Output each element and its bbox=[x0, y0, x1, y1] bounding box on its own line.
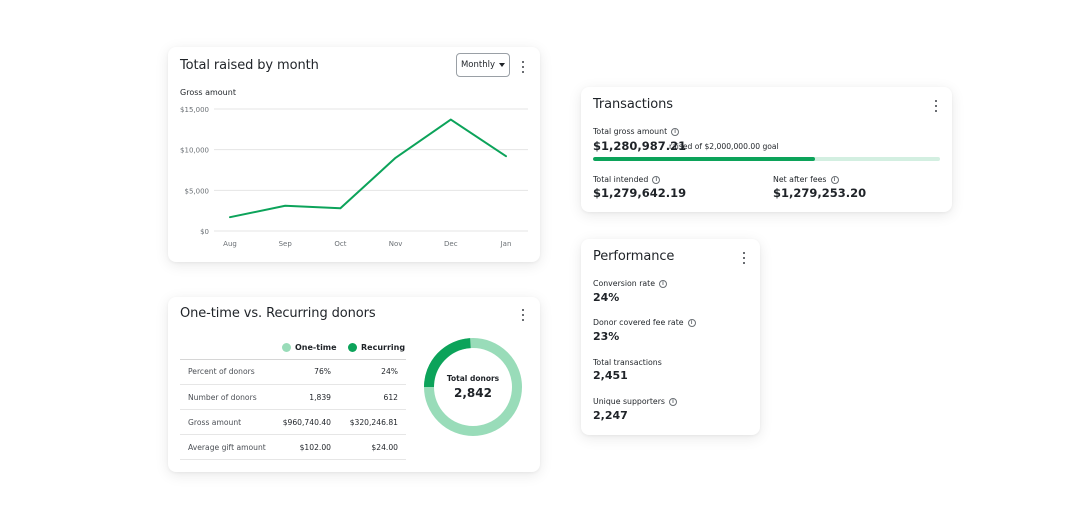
recurring-value: $320,246.81 bbox=[349, 418, 398, 427]
x-tick-label: Jan bbox=[500, 240, 512, 248]
intended-label-text: Total intended bbox=[593, 175, 649, 184]
legend-recurring: Recurring bbox=[348, 343, 405, 352]
metric-label: Donor covered fee rate i bbox=[593, 318, 696, 327]
row-label: Average gift amount bbox=[188, 443, 266, 452]
row-label: Percent of donors bbox=[188, 367, 255, 376]
goal-progress-bar bbox=[593, 157, 940, 161]
info-icon[interactable]: i bbox=[687, 318, 696, 327]
goal-progress-fill bbox=[593, 157, 816, 161]
donut-chart bbox=[424, 338, 522, 436]
net-label-text: Net after fees bbox=[773, 175, 827, 184]
legend-label: One-time bbox=[295, 343, 337, 352]
metric-value: 2,247 bbox=[593, 409, 628, 422]
intended-label: Total intended i bbox=[593, 175, 661, 184]
metric-label: Unique supporters i bbox=[593, 397, 677, 406]
info-icon[interactable]: i bbox=[659, 279, 668, 288]
gross-value: $1,280,987.21 bbox=[593, 139, 687, 153]
metric-value: 24% bbox=[593, 291, 620, 304]
net-value: $1,279,253.20 bbox=[773, 186, 867, 200]
table-divider bbox=[180, 359, 406, 360]
series-line bbox=[229, 118, 507, 219]
transactions-card: Transactions Total gross amount i $1,280… bbox=[581, 87, 952, 212]
more-options-icon[interactable] bbox=[518, 60, 528, 74]
one-time-value: $960,740.40 bbox=[282, 418, 331, 427]
metric-label-text: Conversion rate bbox=[593, 279, 656, 288]
recurring-value: $24.00 bbox=[371, 443, 398, 452]
legend-label: Recurring bbox=[361, 343, 406, 352]
legend-one-time: One-time bbox=[282, 343, 337, 352]
table-row: Percent of donors 76% 24% bbox=[180, 359, 406, 384]
more-options-icon[interactable] bbox=[931, 99, 941, 113]
table-row: Average gift amount $102.00 $24.00 bbox=[180, 434, 406, 460]
more-options-icon[interactable] bbox=[739, 251, 749, 265]
period-dropdown[interactable]: Monthly bbox=[456, 53, 510, 77]
intended-value: $1,279,642.19 bbox=[593, 186, 687, 200]
line-chart: $0 $5,000 $10,000 $15,000 Aug Sep Oct Nov Dec Jan bbox=[180, 106, 528, 248]
x-tick-label: Sep bbox=[279, 240, 293, 248]
recurring-value: 24% bbox=[381, 367, 398, 376]
net-label: Net after fees i bbox=[773, 175, 839, 184]
table-row: Number of donors 1,839 612 bbox=[180, 384, 406, 410]
donut-slice-recurring bbox=[424, 338, 522, 436]
metric-label-text: Unique supporters bbox=[593, 397, 665, 406]
y-tick-label: $0 bbox=[200, 228, 209, 236]
caret-down-icon bbox=[499, 63, 506, 67]
donut-value: 2,842 bbox=[454, 386, 492, 400]
card-title: Performance bbox=[593, 249, 675, 264]
donors-card: One-time vs. Recurring donors One-time R… bbox=[168, 297, 540, 472]
y-tick-label: $10,000 bbox=[180, 147, 209, 155]
x-tick-label: Aug bbox=[223, 240, 237, 248]
recurring-value: 612 bbox=[383, 393, 399, 402]
info-icon[interactable]: i bbox=[671, 127, 680, 136]
row-label: Number of donors bbox=[188, 393, 257, 402]
one-time-value: $102.00 bbox=[299, 443, 331, 452]
goal-text: raised of $2,000,000.00 goal bbox=[669, 142, 779, 151]
info-icon[interactable]: i bbox=[668, 397, 677, 406]
card-title: One-time vs. Recurring donors bbox=[180, 306, 376, 321]
metric-label-text: Donor covered fee rate bbox=[593, 318, 684, 327]
y-tick-label: $5,000 bbox=[185, 187, 210, 195]
one-time-dot-icon bbox=[282, 343, 291, 352]
x-tick-label: Oct bbox=[334, 240, 346, 248]
recurring-dot-icon bbox=[348, 343, 357, 352]
info-icon[interactable]: i bbox=[652, 175, 661, 184]
card-title: Transactions bbox=[593, 97, 673, 112]
metric-label: Total transactions bbox=[593, 358, 662, 367]
row-label: Gross amount bbox=[188, 418, 242, 427]
table-divider bbox=[180, 459, 406, 460]
one-time-value: 1,839 bbox=[309, 393, 331, 402]
metric-value: 23% bbox=[593, 330, 620, 343]
donut-label: Total donors bbox=[446, 374, 500, 383]
x-tick-label: Dec bbox=[444, 240, 458, 248]
more-options-icon[interactable] bbox=[518, 308, 528, 322]
info-icon[interactable]: i bbox=[830, 175, 839, 184]
performance-card: Performance Conversion rate i 24% Donor … bbox=[581, 239, 760, 435]
chart-subtitle: Gross amount bbox=[180, 88, 236, 97]
x-tick-label: Nov bbox=[389, 240, 403, 248]
y-tick-label: $15,000 bbox=[180, 106, 209, 114]
gross-label-text: Total gross amount bbox=[593, 127, 668, 136]
metric-label-text: Total transactions bbox=[593, 358, 662, 367]
table-row: Gross amount $960,740.40 $320,246.81 bbox=[180, 409, 406, 435]
total-raised-card: Total raised by month Monthly Gross amou… bbox=[168, 47, 540, 262]
metric-label: Conversion rate i bbox=[593, 279, 668, 288]
gross-label: Total gross amount i bbox=[593, 127, 680, 136]
metric-value: 2,451 bbox=[593, 369, 628, 382]
one-time-value: 76% bbox=[314, 367, 331, 376]
card-title: Total raised by month bbox=[180, 58, 319, 73]
dropdown-label: Monthly bbox=[460, 60, 496, 70]
